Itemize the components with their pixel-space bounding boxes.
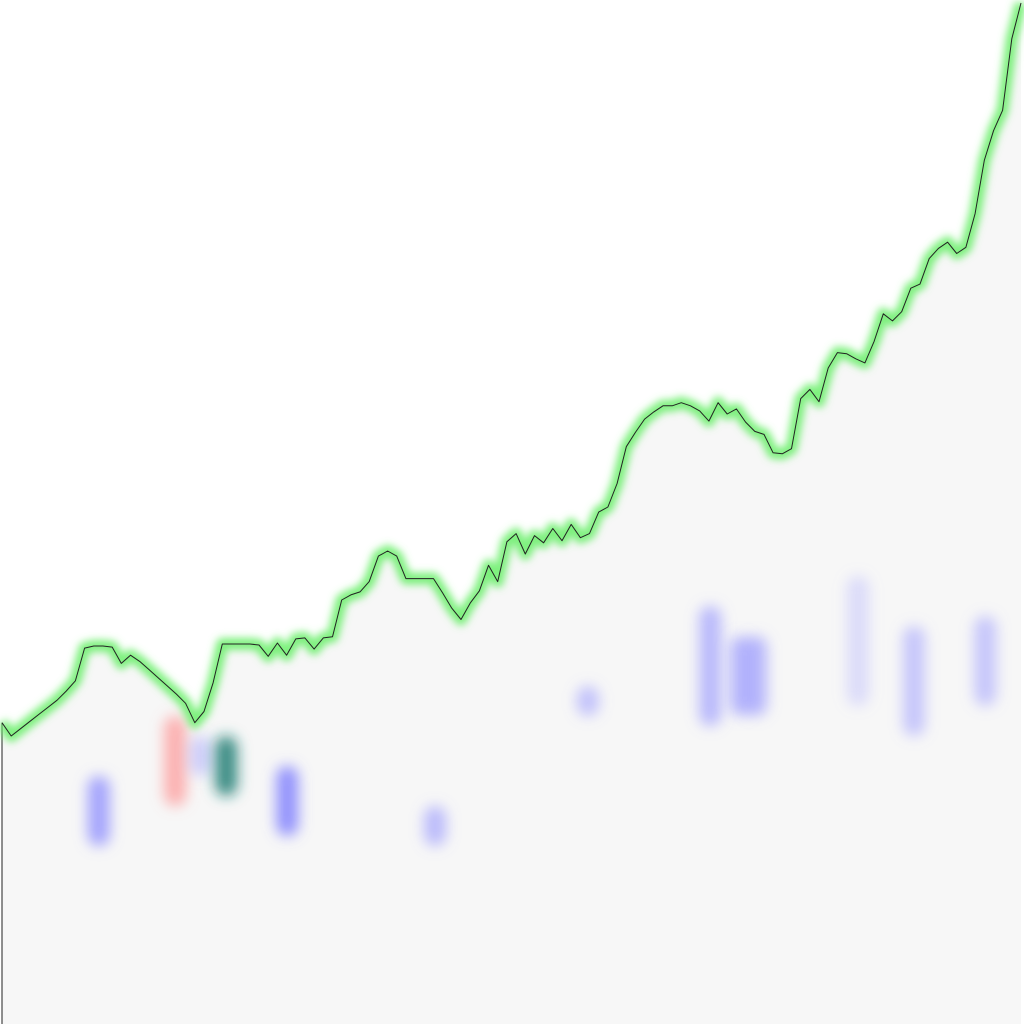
blob-mark-5: [424, 806, 447, 846]
blob-layer: [87, 576, 997, 846]
blob-mark-2: [189, 736, 212, 776]
blob-mark-7: [699, 606, 722, 726]
blob-mark-0: [87, 776, 110, 846]
blob-mark-10: [847, 576, 869, 706]
blob-mark-9: [745, 636, 768, 716]
blob-mark-3: [215, 736, 238, 796]
blob-mark-12: [974, 616, 997, 706]
blob-mark-6: [576, 686, 599, 716]
chart-area-fill: [2, 3, 1021, 1024]
blob-mark-4: [276, 766, 299, 836]
series-line: [1, 2, 1022, 737]
blob-mark-11: [903, 626, 925, 736]
blob-mark-1: [164, 716, 187, 806]
